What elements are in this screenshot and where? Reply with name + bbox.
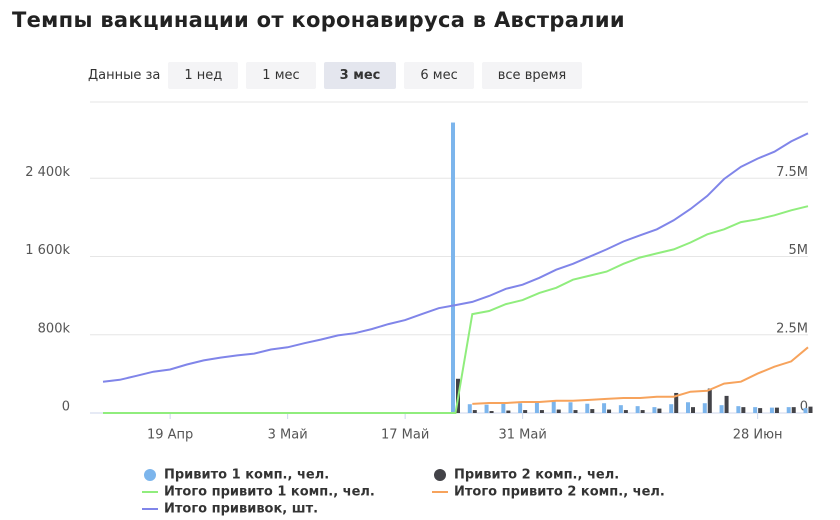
line [103,205,809,414]
bar [786,407,791,413]
bar [501,403,506,413]
bar [758,408,763,413]
bar [791,407,796,413]
legend-symbol [144,469,156,481]
range-button[interactable]: 3 мес [323,62,397,89]
bar [607,409,612,413]
x-tick-label: 19 Апр [147,428,193,443]
range-button[interactable]: все время [481,62,583,89]
bar [657,408,662,413]
range-button[interactable]: 6 мес [404,62,474,89]
y2-tick-label: 2.5M [776,321,808,336]
x-tick-label: 28 Июн [733,428,783,443]
y-tick-label: 2 400k [25,165,70,180]
bar [472,410,477,413]
bar [719,405,724,413]
legend-label: Итого привито 2 комп., чел. [454,485,665,500]
range-controls: Данные за 1 нед 1 мес 3 мес 6 мес все время [88,62,590,89]
chart-title: Темпы вакцинации от коронавируса в Австр… [12,8,625,32]
bar [774,407,779,413]
bar [669,404,674,413]
bar [451,122,455,414]
range-button[interactable]: 1 нед [168,62,239,89]
bar [674,392,679,413]
bar [556,409,561,413]
bar [602,403,607,413]
legend-symbol [434,469,446,481]
bar [506,410,511,413]
bar [702,403,707,413]
bar [539,410,544,413]
bar [484,404,489,413]
bar [585,403,590,413]
bar [686,402,690,413]
x-tick-label: 3 Май [268,428,308,443]
bar [803,408,808,413]
range-button[interactable]: 1 мес [246,62,316,89]
bar [691,407,695,413]
y-tick-label: 0 [62,400,70,415]
bar [568,402,573,413]
bar [808,406,813,413]
y2-tick-label: 0 [800,400,808,415]
line [472,346,809,405]
bar [518,403,523,413]
bar [534,402,539,413]
bar [741,407,746,413]
bar [640,410,645,413]
legend-label: Привито 2 комп., чел. [454,468,619,483]
legend-label: Итого привито 1 комп., чел. [164,485,375,500]
bar [623,410,628,413]
bar [551,401,556,413]
bar [618,405,623,413]
range-label: Данные за [88,68,161,83]
bar [635,406,640,413]
bar [590,409,595,413]
bar [707,388,712,413]
bar [489,411,494,413]
bar [753,407,758,413]
legend-label: Привито 1 комп., чел. [164,468,329,483]
legend-label: Итого прививок, шт. [164,502,318,517]
line [102,132,809,383]
bar [724,395,729,413]
y2-tick-label: 7.5M [776,165,808,180]
y2-tick-label: 5M [789,243,809,258]
bar [736,406,741,413]
y-tick-label: 800k [38,321,71,336]
x-tick-label: 31 Май [498,428,546,443]
bar [523,410,528,413]
bar [769,407,774,413]
bar [652,407,657,413]
bar [573,410,578,413]
y-tick-label: 1 600k [25,243,70,258]
bar [467,404,472,413]
x-tick-label: 17 Май [381,428,429,443]
